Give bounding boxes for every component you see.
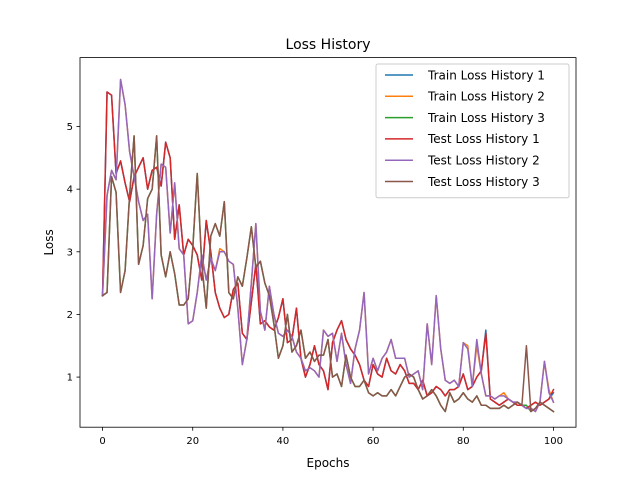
x-tick-label: 0 [99, 436, 105, 447]
x-axis-label: Epochs [307, 456, 350, 470]
legend: Train Loss History 1 Train Loss History 2… [375, 63, 570, 199]
legend-label-2: Train Loss History 2 [427, 90, 545, 104]
x-tick-label: 100 [544, 436, 563, 447]
y-axis-label: Loss [42, 229, 56, 255]
y-tick-label: 2 [67, 310, 73, 321]
series-line-6 [101, 135, 555, 413]
x-tick-label: 60 [367, 436, 380, 447]
legend-label-4: Test Loss History 1 [427, 132, 540, 146]
legend-box [375, 63, 570, 199]
legend-label-1: Train Loss History 1 [427, 68, 545, 82]
legend-label-5: Test Loss History 2 [427, 154, 540, 168]
legend-label-3: Train Loss History 3 [427, 111, 545, 125]
series-group [101, 78, 555, 413]
series-line-5 [101, 78, 555, 413]
x-tick-label: 80 [457, 436, 470, 447]
y-axis: 1 2 3 4 5 [67, 122, 80, 384]
axes-frame [79, 57, 577, 428]
x-tick-label: 40 [277, 436, 290, 447]
x-axis: 0 20 40 60 80 100 [99, 427, 563, 447]
x-tick-label: 20 [186, 436, 199, 447]
legend-label-6: Test Loss History 3 [427, 175, 540, 189]
y-tick-label: 3 [67, 247, 73, 258]
chart-title: Loss History [286, 37, 371, 53]
y-tick-label: 4 [67, 185, 73, 196]
y-tick-label: 5 [67, 122, 73, 133]
y-tick-label: 1 [67, 373, 73, 384]
